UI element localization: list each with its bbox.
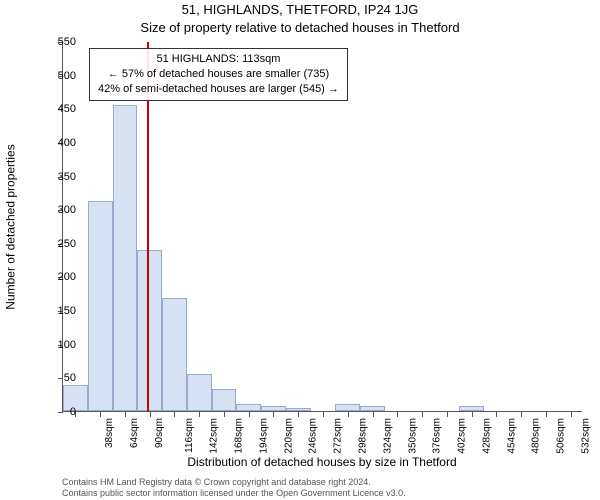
x-tick-mark — [546, 412, 547, 417]
title-sub: Size of property relative to detached ho… — [0, 20, 600, 35]
bar — [88, 201, 113, 411]
x-tick-label: 246sqm — [308, 418, 319, 454]
bar — [459, 406, 484, 411]
bar — [187, 374, 212, 411]
x-tick-label: 480sqm — [531, 418, 542, 454]
y-axis-label: Number of detached properties — [4, 144, 18, 309]
x-tick-mark — [273, 412, 274, 417]
callout-line2: ← 57% of detached houses are smaller (73… — [98, 67, 339, 82]
x-axis-label: Distribution of detached houses by size … — [62, 455, 582, 469]
x-tick-mark — [373, 412, 374, 417]
x-tick-mark — [397, 412, 398, 417]
title-main: 51, HIGHLANDS, THETFORD, IP24 1JG — [0, 2, 600, 17]
y-tick-label: 400 — [44, 137, 76, 149]
chart-container: 51, HIGHLANDS, THETFORD, IP24 1JG Size o… — [0, 0, 600, 500]
bar — [286, 408, 311, 411]
bar — [113, 105, 138, 411]
x-tick-label: 454sqm — [506, 418, 517, 454]
x-tick-label: 90sqm — [154, 418, 165, 448]
bar — [212, 389, 237, 411]
x-tick-label: 350sqm — [407, 418, 418, 454]
x-tick-mark — [224, 412, 225, 417]
x-tick-label: 64sqm — [129, 418, 140, 448]
x-tick-mark — [472, 412, 473, 417]
x-tick-mark — [199, 412, 200, 417]
y-tick-label: 150 — [44, 305, 76, 317]
x-tick-mark — [496, 412, 497, 417]
y-tick-label: 550 — [44, 36, 76, 48]
x-tick-label: 116sqm — [184, 418, 195, 453]
x-tick-mark — [422, 412, 423, 417]
bar — [137, 250, 162, 411]
x-tick-label: 402sqm — [457, 418, 468, 454]
y-tick-label: 250 — [44, 238, 76, 250]
x-tick-mark — [249, 412, 250, 417]
x-tick-mark — [100, 412, 101, 417]
x-tick-label: 428sqm — [481, 418, 492, 454]
y-tick-label: 350 — [44, 171, 76, 183]
attribution-line1: Contains HM Land Registry data © Crown c… — [62, 477, 406, 487]
x-tick-mark — [125, 412, 126, 417]
bar — [162, 298, 187, 411]
bar — [236, 404, 261, 411]
x-tick-label: 506sqm — [556, 418, 567, 454]
bar — [261, 406, 286, 411]
y-tick-label: 300 — [44, 204, 76, 216]
x-tick-mark — [447, 412, 448, 417]
y-tick-label: 200 — [44, 271, 76, 283]
x-tick-mark — [298, 412, 299, 417]
x-tick-mark — [174, 412, 175, 417]
x-tick-mark — [521, 412, 522, 417]
x-tick-mark — [150, 412, 151, 417]
x-tick-mark — [323, 412, 324, 417]
y-tick-label: 100 — [44, 339, 76, 351]
callout-line1: 51 HIGHLANDS: 113sqm — [98, 52, 339, 67]
y-tick-label: 450 — [44, 103, 76, 115]
x-tick-label: 298sqm — [358, 418, 369, 454]
x-tick-label: 272sqm — [333, 418, 344, 454]
x-tick-label: 324sqm — [382, 418, 393, 454]
bar — [360, 406, 385, 411]
x-tick-label: 532sqm — [580, 418, 591, 454]
y-tick-label: 50 — [44, 372, 76, 384]
y-tick-label: 500 — [44, 70, 76, 82]
bar — [335, 404, 360, 411]
callout-line3: 42% of semi-detached houses are larger (… — [98, 82, 339, 97]
x-tick-label: 142sqm — [209, 418, 220, 454]
x-tick-mark — [571, 412, 572, 417]
y-axis-label-wrap: Number of detached properties — [4, 42, 18, 412]
attribution-line2: Contains public sector information licen… — [62, 488, 406, 498]
x-tick-label: 168sqm — [234, 418, 245, 454]
x-tick-label: 38sqm — [104, 418, 115, 448]
x-tick-mark — [348, 412, 349, 417]
callout-box: 51 HIGHLANDS: 113sqm ← 57% of detached h… — [89, 48, 348, 101]
attribution: Contains HM Land Registry data © Crown c… — [62, 477, 406, 498]
x-tick-label: 376sqm — [432, 418, 443, 454]
plot-area: 51 HIGHLANDS: 113sqm ← 57% of detached h… — [62, 42, 582, 412]
x-tick-label: 194sqm — [259, 418, 270, 454]
y-tick-label: 0 — [44, 406, 76, 418]
x-tick-label: 220sqm — [283, 418, 294, 454]
